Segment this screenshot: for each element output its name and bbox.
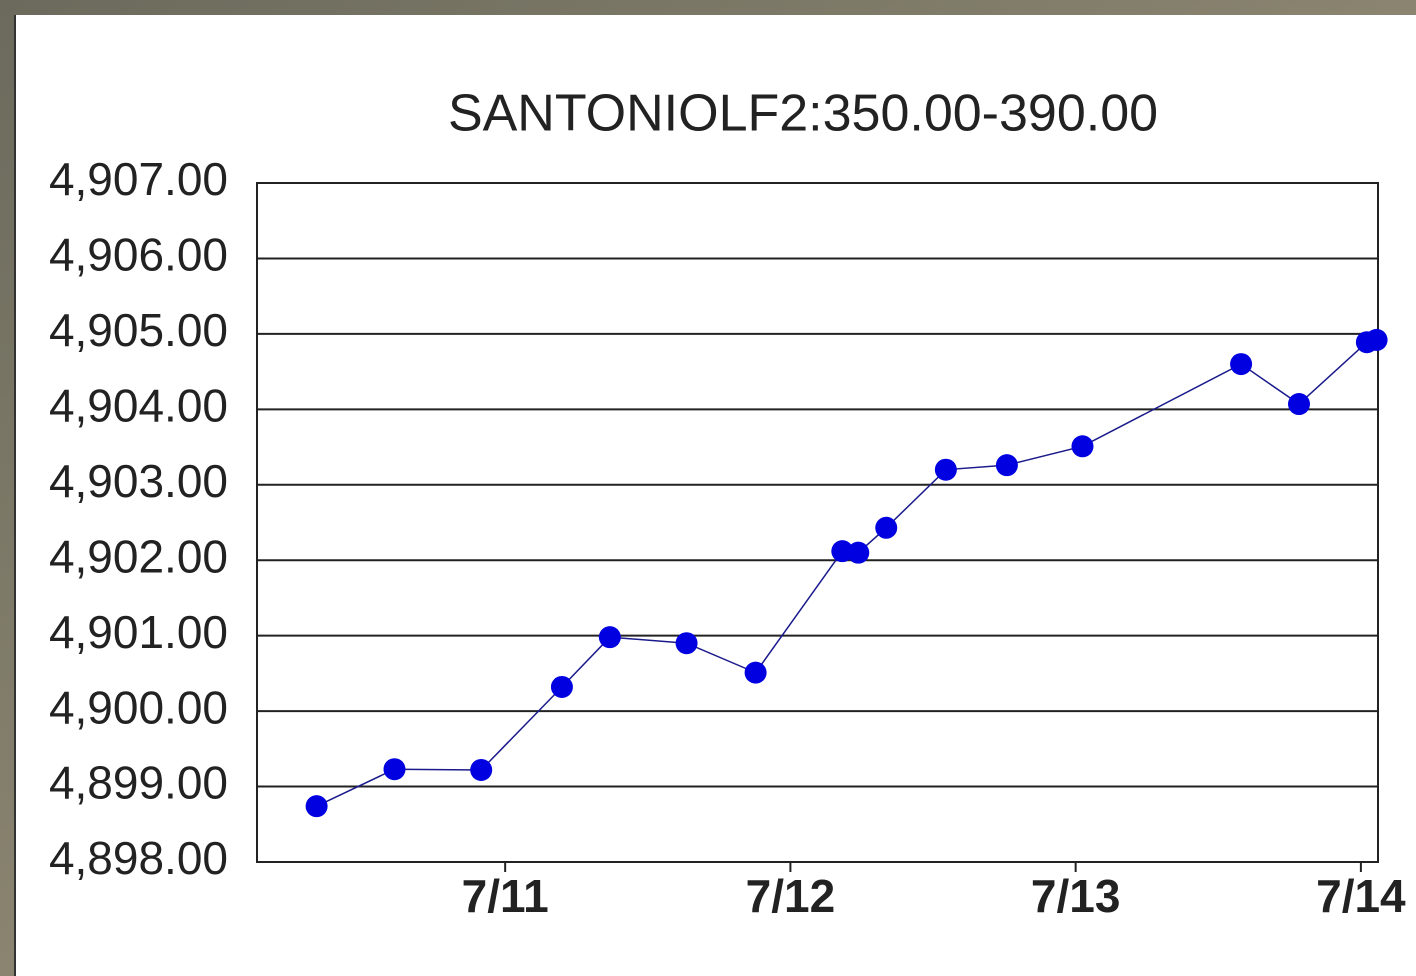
data-point <box>675 632 698 655</box>
plot-area <box>256 182 1379 863</box>
chart-title: SANTONIOLF2:350.00-390.00 <box>448 85 1158 143</box>
data-point <box>383 758 406 781</box>
data-point <box>598 626 621 649</box>
data-point <box>875 516 898 539</box>
y-tick-label: 4,902.00 <box>49 530 228 582</box>
y-tick-label: 4,903.00 <box>49 455 228 507</box>
y-tick-label: 4,899.00 <box>49 757 228 809</box>
x-tick-label: 7/12 <box>746 870 836 922</box>
x-tick-label: 7/13 <box>1031 870 1121 922</box>
data-point <box>1071 435 1094 458</box>
data-point <box>934 458 957 481</box>
y-tick-label: 4,901.00 <box>49 606 228 658</box>
y-tick-label: 4,898.00 <box>49 832 228 884</box>
data-point <box>305 795 328 818</box>
data-point <box>995 454 1018 477</box>
y-tick-label: 4,907.00 <box>49 153 228 205</box>
x-tick-label: 7/14 <box>1316 870 1406 922</box>
data-point <box>831 540 854 563</box>
data-point <box>744 661 767 684</box>
data-point <box>847 541 870 564</box>
data-point <box>470 758 493 781</box>
y-tick-label: 4,905.00 <box>49 304 228 356</box>
x-tick-label: 7/11 <box>462 870 549 922</box>
data-point <box>550 675 573 698</box>
y-tick-label: 4,900.00 <box>49 681 228 733</box>
data-point <box>1287 393 1310 416</box>
y-tick-label: 4,904.00 <box>49 379 228 431</box>
y-tick-label: 4,906.00 <box>49 229 228 281</box>
data-point <box>1230 353 1253 376</box>
data-point <box>1365 328 1388 351</box>
